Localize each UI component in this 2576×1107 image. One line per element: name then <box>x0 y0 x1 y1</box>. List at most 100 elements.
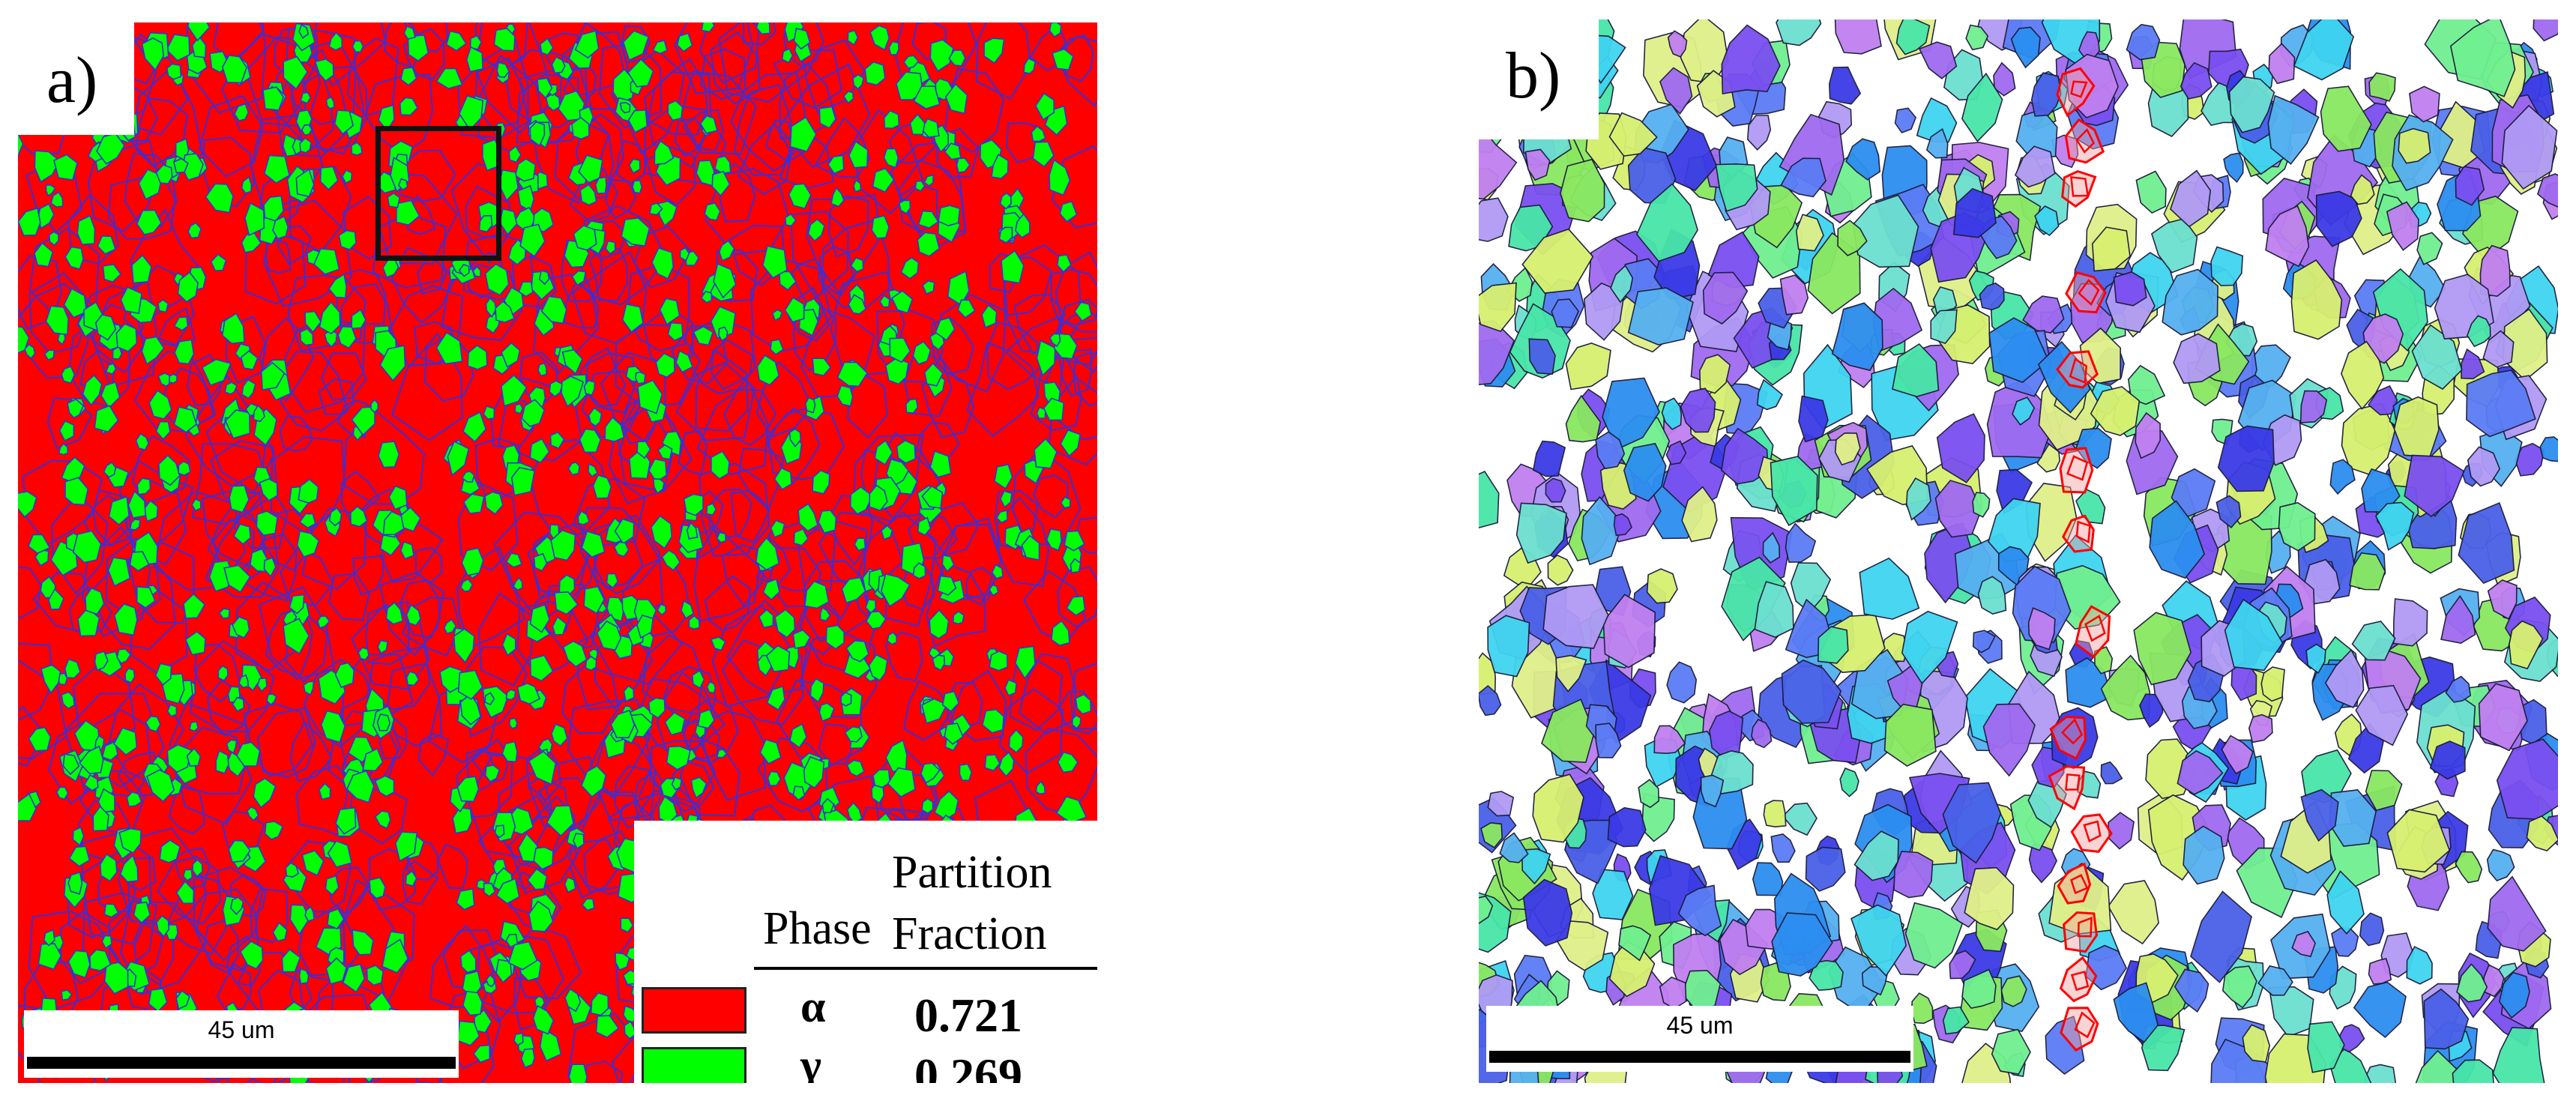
gamma-grain <box>652 40 668 55</box>
gamma-grain <box>112 346 123 361</box>
oriented-grain <box>2014 145 2056 188</box>
gamma-grain <box>72 826 85 847</box>
oriented-grain <box>1700 774 1725 808</box>
oriented-grain <box>2351 621 2396 661</box>
gamma-grain <box>773 467 792 491</box>
gamma-grain <box>115 323 138 352</box>
gamma-grain <box>1059 200 1078 223</box>
grain-boundary <box>621 25 651 64</box>
gamma-grain <box>201 358 232 387</box>
gamma-grain <box>941 554 955 573</box>
grain-boundary <box>1055 251 1097 334</box>
oriented-grain <box>1850 904 1907 977</box>
gamma-grain <box>716 748 728 758</box>
oriented-grain <box>1487 791 1515 817</box>
oriented-grain <box>2533 19 2558 42</box>
gamma-grain <box>129 551 150 572</box>
gamma-grain <box>532 1005 555 1035</box>
oriented-grain <box>1763 800 1787 828</box>
oriented-grain <box>2452 1059 2494 1083</box>
oriented-grain <box>2416 232 2443 265</box>
grain-boundary <box>203 919 239 974</box>
oriented-grain <box>1942 782 2002 864</box>
oriented-grain <box>1770 456 1818 526</box>
oriented-grain <box>2411 324 2463 390</box>
gamma-grain <box>325 96 335 109</box>
gamma-grain <box>135 432 150 451</box>
oriented-grain <box>1781 659 1842 724</box>
grain-boundary <box>680 504 721 558</box>
phase-map-panel: a) 45 um Partition Phase Fraction α 0.72… <box>18 22 1097 1083</box>
unit-cell-inner <box>2066 455 2089 481</box>
oriented-grain <box>2496 738 2558 820</box>
gamma-grain <box>435 331 463 365</box>
oriented-grain <box>1545 477 1566 503</box>
gamma-grain <box>136 209 163 235</box>
grain-boundary <box>199 94 264 178</box>
grain-boundary <box>465 185 512 238</box>
gamma-grain <box>379 345 406 382</box>
oriented-grain <box>2492 1027 2545 1083</box>
gamma-grain <box>467 344 488 370</box>
gamma-grain <box>789 116 817 153</box>
oriented-grain <box>1991 1028 2031 1076</box>
oriented-grain <box>1555 654 1587 693</box>
gamma-grain <box>465 46 483 73</box>
gamma-grain <box>917 232 941 257</box>
gamma-grain <box>146 769 175 803</box>
gamma-grain <box>920 118 940 138</box>
oriented-grain <box>2458 501 2515 585</box>
oriented-grain <box>2012 396 2036 426</box>
unit-cell-inner <box>2070 874 2089 895</box>
oriented-grain <box>1795 214 1824 252</box>
gamma-grain <box>766 685 785 711</box>
gamma-grain <box>583 379 596 396</box>
grain-boundary <box>285 27 357 125</box>
gamma-grain <box>501 740 518 763</box>
gamma-grain <box>486 974 495 988</box>
oriented-grain <box>1754 581 1794 639</box>
oriented-grain <box>2429 740 2466 780</box>
oriented-grain <box>1618 925 1652 962</box>
gamma-grain <box>328 507 343 527</box>
gamma-grain <box>686 522 699 540</box>
gamma-grain <box>53 154 79 181</box>
gamma-grain <box>793 27 811 50</box>
oriented-grain <box>2173 333 2221 384</box>
gamma-grain <box>1004 678 1018 697</box>
gamma-grain <box>300 91 312 104</box>
grain-boundary <box>588 247 628 302</box>
gamma-grain <box>718 240 735 262</box>
scale-bar: 45 um <box>24 1010 459 1078</box>
gamma-grain <box>784 297 805 323</box>
gamma-grain <box>590 992 609 1016</box>
oriented-grain <box>2300 788 2339 842</box>
oriented-grain <box>2034 205 2060 237</box>
gamma-grain <box>166 63 182 80</box>
oriented-grain <box>1677 884 1722 937</box>
grain-boundary <box>936 127 980 179</box>
gamma-grain <box>1060 496 1071 509</box>
gamma-grain <box>66 398 85 419</box>
gamma-grain <box>534 995 546 1009</box>
grain-boundary <box>911 22 947 61</box>
gamma-grain <box>900 256 920 280</box>
gamma-grain <box>568 1064 588 1083</box>
gamma-grain <box>94 313 117 341</box>
oriented-grain <box>2293 19 2355 81</box>
gamma-grain <box>472 265 482 278</box>
gamma-grain <box>127 489 147 519</box>
oriented-grain <box>1905 477 1931 521</box>
oriented-grain <box>2498 971 2530 1019</box>
grain-boundary <box>921 370 975 438</box>
gamma-grain <box>1073 301 1092 322</box>
gamma-grain <box>169 373 178 384</box>
gamma-grain <box>215 749 229 774</box>
grain-boundary <box>1073 352 1097 407</box>
oriented-grain <box>2449 19 2516 97</box>
gamma-grain <box>921 797 934 815</box>
gamma-grain <box>374 775 395 797</box>
gamma-grain <box>67 871 83 895</box>
unit-cell-inner <box>2060 718 2084 745</box>
gamma-grain <box>935 316 956 342</box>
